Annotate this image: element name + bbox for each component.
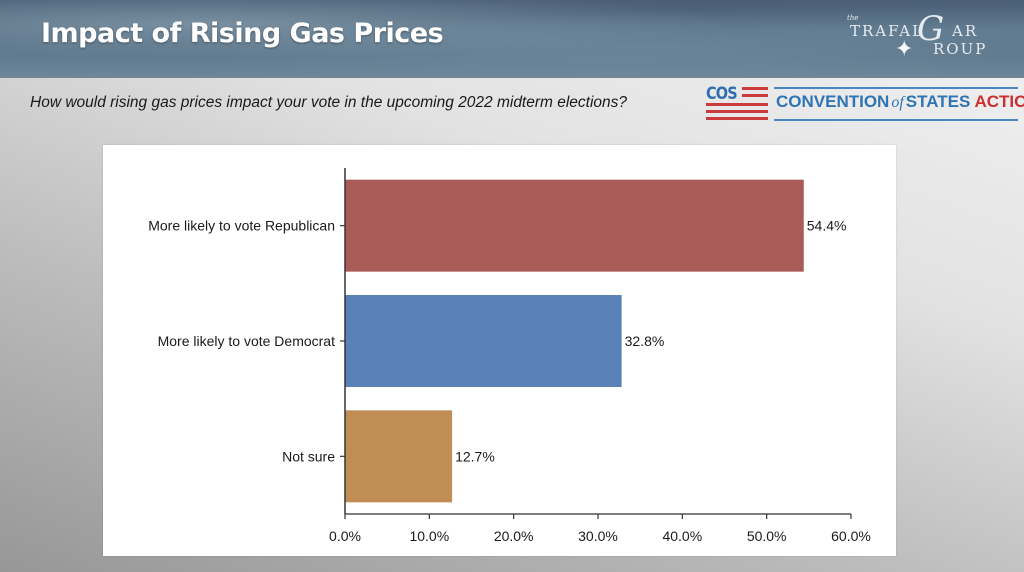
logo-bottom-rule [774,119,1018,121]
cos-name-states: STATES [905,92,971,111]
value-label: 12.7% [455,448,495,464]
category-label: Not sure [282,448,335,464]
category-label: More likely to vote Democrat [158,333,336,349]
value-label: 32.8% [625,333,665,349]
flag-stripe [742,87,768,90]
category-label: More likely to vote Republican [148,218,335,234]
logo-top-rule [774,87,1018,89]
logo-word-ar: AR [952,22,979,40]
flag-stripe [742,94,768,97]
cos-name-of: of [891,94,904,111]
logo-word-trafal: TRAFAL [850,22,925,40]
survey-question: How would rising gas prices impact your … [30,94,628,111]
cos-abbr: COS [706,84,738,104]
flag-stripe [706,103,768,106]
x-tick-label: 40.0% [662,528,702,544]
x-tick-label: 60.0% [831,528,871,544]
page-title: Impact of Rising Gas Prices [41,18,444,49]
value-label: 54.4% [807,218,847,234]
logo-the: the [847,14,859,22]
trafalgar-group-logo: the TRAFAL G AR ROUP ✦ [820,8,1010,70]
flag-stripe [706,110,768,113]
header-banner: Impact of Rising Gas Prices the TRAFAL G… [0,0,1024,78]
compass-star-icon: ✦ [895,36,914,61]
x-tick-label: 30.0% [578,528,618,544]
bar [345,410,453,503]
x-tick-label: 0.0% [329,528,361,544]
x-tick-label: 50.0% [747,528,787,544]
bar [345,295,622,387]
cos-name-convention: CONVENTION [776,92,890,111]
bar-chart: More likely to vote Republican 54.4% More … [148,168,871,544]
x-tick-label: 20.0% [494,528,534,544]
cos-name-action: ACTION [974,92,1024,111]
flag-stripe [706,117,768,120]
logo-big-g: G [917,9,945,49]
x-tick-label: 10.0% [409,528,449,544]
logo-word-roup: ROUP [933,40,988,58]
bar [345,179,804,272]
chart-panel: More likely to vote Republican 54.4% More … [103,145,896,556]
